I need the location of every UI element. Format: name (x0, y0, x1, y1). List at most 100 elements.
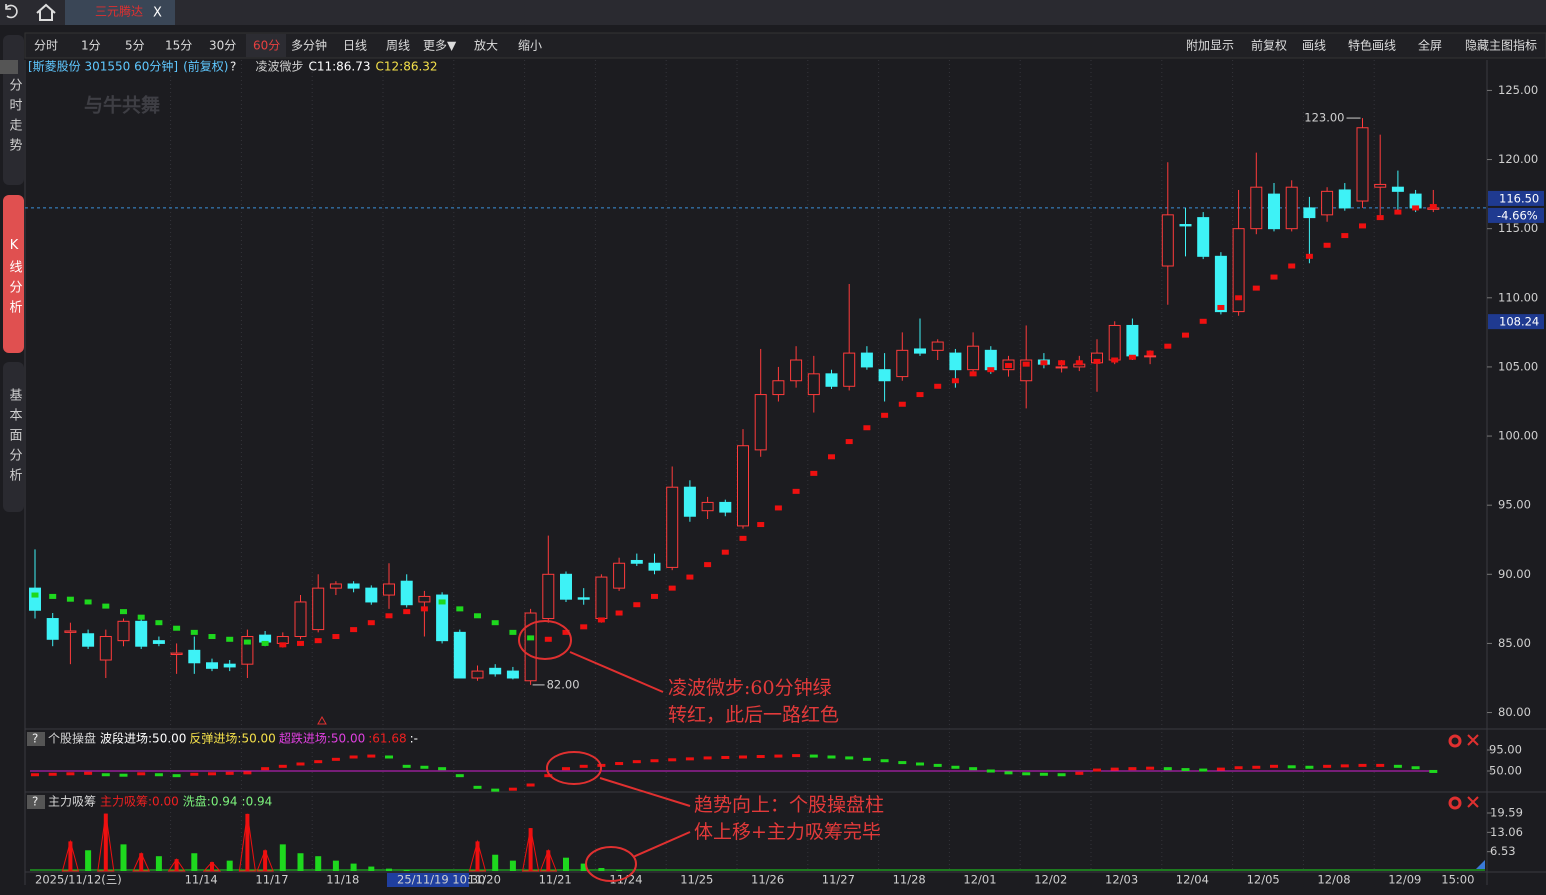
candle-body (542, 573, 555, 620)
dash-mark (1093, 768, 1101, 772)
tool-button[interactable]: 隐藏主图指标 (1465, 38, 1537, 53)
help-icon[interactable] (27, 795, 45, 809)
indicator-dot (898, 401, 906, 407)
candle-body (99, 636, 112, 661)
wash-bar (155, 856, 162, 871)
zoom-button[interactable]: 放大 (474, 38, 498, 53)
indicator-dot (314, 638, 322, 644)
indicator-dot (84, 599, 92, 605)
wash-bar (509, 860, 516, 871)
side-tab-label[interactable]: K线分析 (7, 238, 23, 320)
tool-button[interactable]: 特色画线 (1348, 38, 1396, 53)
side-tab[interactable] (3, 362, 24, 512)
stock-tab[interactable] (65, 0, 175, 25)
indicator-dot (1005, 363, 1012, 369)
dash-mark (880, 759, 889, 763)
wash-bar (85, 850, 92, 871)
indicator-dot (1146, 350, 1154, 356)
help-mark[interactable]: ? (32, 795, 38, 809)
dash-mark (349, 755, 358, 759)
dash-mark (84, 771, 93, 775)
back-icon[interactable] (5, 4, 18, 19)
indicator-dot (1128, 354, 1136, 360)
period-button[interactable]: 1分 (81, 39, 101, 53)
indicator-dot (810, 470, 818, 476)
settings-icon[interactable] (1448, 796, 1462, 810)
level-tag: 108.24 (1499, 315, 1539, 329)
indicator-dot (651, 593, 658, 599)
indicator-dot (420, 606, 428, 612)
annotation: 凌波微步:60分钟绿 (668, 677, 832, 699)
help-mark[interactable]: ? (32, 732, 38, 746)
period-button[interactable]: 30分 (209, 39, 236, 53)
panel-title: 主力吸筹 (48, 795, 96, 809)
home-icon[interactable] (36, 3, 56, 21)
dash-mark (225, 771, 234, 775)
tab-close[interactable]: X (153, 6, 162, 21)
candle-body (524, 612, 537, 682)
dash-mark (1146, 766, 1155, 770)
dash-mark (1252, 765, 1261, 769)
tool-button[interactable]: 全屏 (1418, 38, 1442, 53)
candle-body (329, 583, 342, 589)
candle-body (896, 349, 909, 378)
period-button[interactable]: 周线 (386, 39, 410, 53)
period-button[interactable]: 多分钟 (291, 38, 327, 53)
candle-body (46, 618, 59, 640)
period-button[interactable]: 5分 (125, 39, 145, 53)
dash-mark (951, 765, 960, 769)
y-tick-label: 19.59 (1490, 806, 1523, 820)
candle-body (754, 394, 767, 451)
dash-mark (632, 760, 641, 764)
indicator-dot (668, 585, 676, 591)
side-tab-active[interactable] (3, 195, 24, 353)
candle-body (1179, 224, 1192, 227)
settings-icon[interactable] (1448, 734, 1462, 748)
x-tick-label: 11/26 (751, 873, 784, 887)
candle-body (312, 587, 325, 631)
help-icon[interactable] (0, 60, 18, 74)
dash-mark (491, 788, 500, 792)
close-icon[interactable] (1467, 734, 1479, 746)
dash-mark (1216, 767, 1225, 771)
help-icon[interactable] (27, 732, 45, 746)
close-icon[interactable] (1467, 796, 1479, 808)
candle-body (737, 445, 749, 527)
period-button[interactable]: 15分 (165, 39, 192, 53)
dash-mark (862, 757, 871, 761)
candle-body (82, 633, 95, 647)
dash-mark (615, 762, 624, 766)
candle-body (613, 562, 626, 589)
period-button[interactable]: 分时 (34, 39, 58, 53)
plot: 2025/11/12(三) 11/14 11/17 11/18 25/11/19 10:… (25, 60, 1544, 887)
help-mark[interactable]: ? (230, 60, 236, 74)
dash-mark (721, 755, 730, 759)
tool-button[interactable]: 附加显示 (1186, 39, 1234, 53)
dash-mark (1358, 763, 1367, 767)
side-tab-label[interactable]: 基本面分析 (7, 388, 23, 488)
dash-mark (101, 773, 110, 777)
period-button-active[interactable]: 60分 (253, 39, 280, 53)
more-button[interactable]: 更多▼ (423, 39, 457, 53)
tool-button[interactable]: 前复权 (1251, 38, 1287, 53)
side-tab-label[interactable]: 分时走势 (7, 78, 23, 158)
x-tick-label: 11/24 (609, 873, 642, 887)
indicator-dot (190, 629, 198, 635)
period-button[interactable]: 日线 (343, 39, 367, 53)
x-tick-label: 12/02 (1034, 873, 1067, 887)
spike-bar (174, 859, 179, 871)
dash-mark (1110, 767, 1119, 771)
tool-button[interactable]: 画线 (1302, 39, 1326, 53)
candle-body (1391, 186, 1404, 192)
dash-mark (455, 774, 464, 778)
candle-body (436, 594, 449, 642)
indicator-dot (1164, 343, 1172, 349)
tab-title[interactable]: 三元腾达 (95, 4, 143, 19)
zoom-button[interactable]: 缩小 (518, 38, 542, 53)
wash-bar (492, 854, 499, 871)
spike-bar (263, 850, 268, 871)
dash-mark (385, 755, 393, 759)
legend-entry: C11:86.73 (308, 60, 370, 74)
indicator-dot (969, 371, 977, 377)
